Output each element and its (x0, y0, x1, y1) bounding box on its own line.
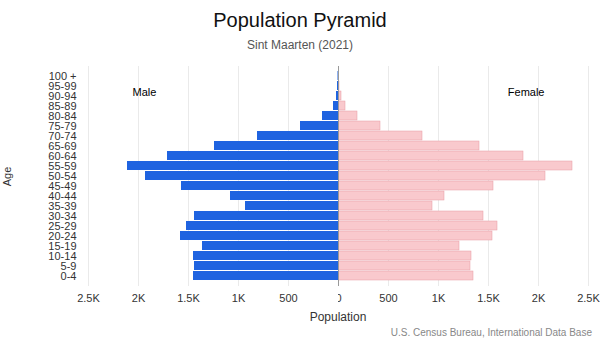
svg-text:25-29: 25-29 (48, 219, 77, 232)
svg-text:50-54: 50-54 (48, 169, 77, 182)
svg-text:0-4: 0-4 (61, 270, 77, 282)
svg-text:2K: 2K (532, 292, 546, 304)
svg-text:100 +: 100 + (48, 69, 77, 82)
svg-text:70-74: 70-74 (48, 129, 77, 142)
svg-text:80-84: 80-84 (48, 109, 77, 122)
svg-text:10-14: 10-14 (48, 249, 77, 262)
svg-text:55-59: 55-59 (48, 159, 77, 172)
svg-text:500: 500 (379, 292, 397, 304)
svg-text:0: 0 (338, 292, 342, 304)
svg-text:15-19: 15-19 (48, 239, 77, 252)
svg-text:90-94: 90-94 (48, 89, 77, 102)
svg-text:65-69: 65-69 (48, 139, 77, 152)
svg-text:1.5K: 1.5K (177, 292, 200, 304)
html-text:Population: Population (309, 310, 367, 324)
svg-text:5-9: 5-9 (60, 259, 77, 272)
svg-text:75-79: 75-79 (48, 119, 77, 132)
svg-text:Age: Age (1, 167, 13, 187)
svg-text:2K: 2K (132, 292, 146, 304)
svg-text:1K: 1K (432, 292, 446, 304)
svg-text:500: 500 (279, 292, 297, 304)
html-text:U.S. Census Bureau, Internatio: U.S. Census Bureau, International Data B… (390, 327, 592, 338)
svg-text:1.5K: 1.5K (477, 292, 500, 304)
svg-text:2.5K: 2.5K (77, 292, 100, 304)
svg-text:2.5K: 2.5K (577, 292, 600, 304)
svg-text:30-34: 30-34 (48, 209, 77, 222)
svg-text:95-99: 95-99 (48, 79, 77, 92)
svg-text:20-24: 20-24 (48, 229, 77, 242)
svg-text:85-89: 85-89 (48, 99, 77, 112)
svg-text:1K: 1K (232, 292, 246, 304)
svg-text:Male: Male (133, 86, 157, 98)
html-text:Sint Maarten (2021): Sint Maarten (2021) (247, 38, 353, 52)
svg-text:35-39: 35-39 (48, 199, 77, 212)
svg-text:Female: Female (508, 86, 545, 98)
svg-text:60-64: 60-64 (48, 149, 77, 162)
svg-text:45-49: 45-49 (48, 179, 77, 192)
html-text:Population Pyramid: Population Pyramid (213, 9, 387, 31)
svg-text:40-44: 40-44 (48, 189, 77, 202)
